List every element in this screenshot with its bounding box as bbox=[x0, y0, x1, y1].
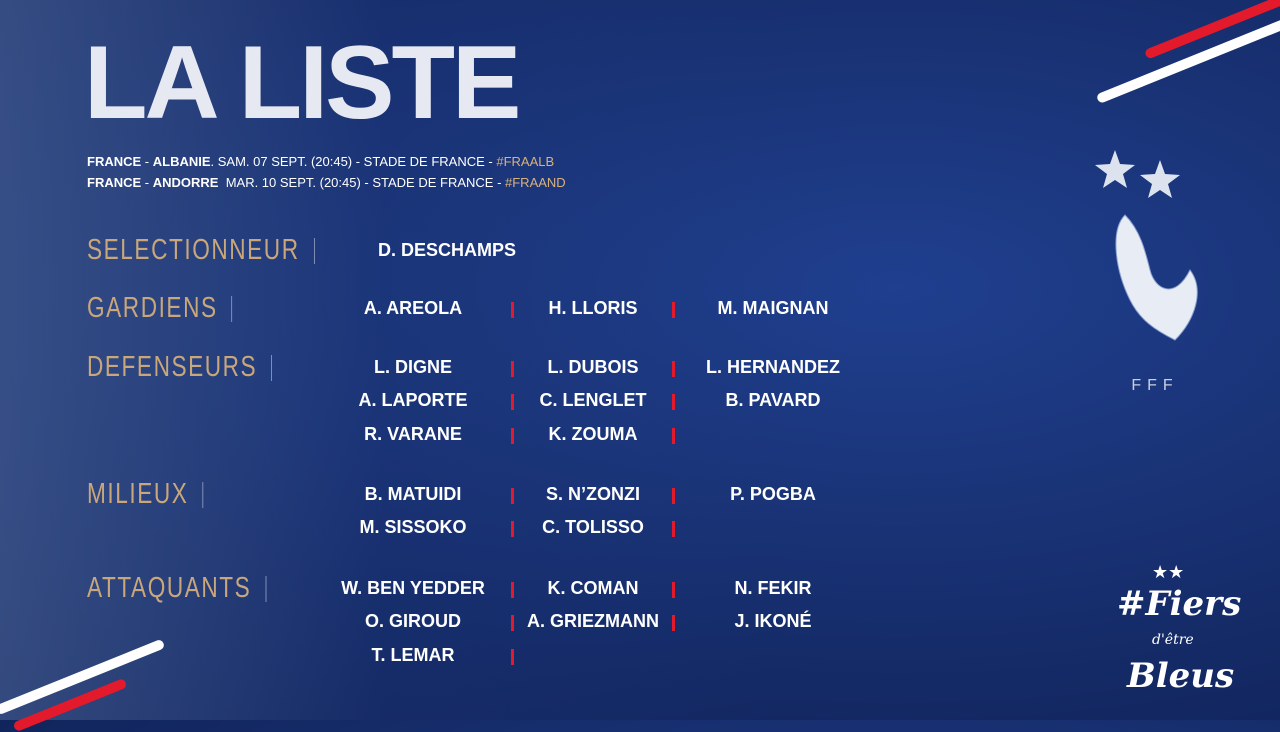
separator bbox=[511, 302, 514, 318]
player-name: K. COMAN bbox=[547, 578, 639, 598]
separator bbox=[511, 428, 514, 444]
separator bbox=[672, 521, 675, 537]
fff-crest-logo: FFF bbox=[1095, 150, 1215, 414]
separator bbox=[672, 361, 675, 377]
section-label: DEFENSEURS bbox=[87, 350, 272, 384]
player-name: S. N’ZONZI bbox=[546, 484, 640, 504]
match-info: . SAM. 07 SEPT. (20:45) - STADE DE FRANC… bbox=[210, 154, 497, 169]
player-name: K. ZOUMA bbox=[548, 424, 638, 444]
player-name: A. AREOLA bbox=[363, 298, 463, 318]
player-name: L. DUBOIS bbox=[547, 357, 639, 377]
separator bbox=[511, 615, 514, 631]
svg-text:FFF: FFF bbox=[1131, 377, 1178, 394]
player-name: R. VARANE bbox=[364, 424, 462, 444]
separator bbox=[511, 521, 514, 537]
separator bbox=[511, 582, 514, 598]
player-name: T. LEMAR bbox=[371, 645, 455, 665]
svg-text:d'être: d'être bbox=[1152, 632, 1194, 648]
player-name: M. SISSOKO bbox=[359, 517, 467, 537]
separator bbox=[511, 361, 514, 377]
section-label: MILIEUX bbox=[87, 477, 203, 511]
player-name: A. GRIEZMANN bbox=[527, 611, 659, 631]
separator bbox=[672, 428, 675, 444]
team-b: ANDORRE bbox=[152, 175, 219, 190]
player-name: C. LENGLET bbox=[539, 390, 647, 410]
player-name: N. FEKIR bbox=[734, 578, 812, 598]
separator bbox=[511, 649, 514, 665]
team-a: FRANCE bbox=[87, 154, 142, 169]
player-name: A. LAPORTE bbox=[358, 390, 468, 410]
player-name: L. DIGNE bbox=[373, 357, 452, 377]
separator bbox=[511, 394, 514, 410]
player-name: H. LLORIS bbox=[548, 298, 638, 318]
team-a: FRANCE bbox=[87, 175, 142, 190]
separator bbox=[672, 582, 675, 598]
player-name: J. IKONÉ bbox=[734, 611, 812, 631]
section-label: ATTAQUANTS bbox=[87, 571, 266, 605]
svg-text:#Fiers: #Fiers bbox=[1117, 584, 1241, 624]
player-name: P. POGBA bbox=[730, 484, 816, 504]
player-name: W. BEN YEDDER bbox=[341, 578, 485, 598]
page-title: LA LISTE bbox=[84, 25, 521, 141]
team-b: ALBANIE bbox=[152, 154, 211, 169]
player-name: M. MAIGNAN bbox=[717, 298, 829, 318]
separator bbox=[672, 488, 675, 504]
player-name: B. PAVARD bbox=[725, 390, 821, 410]
match-info: MAR. 10 SEPT. (20:45) - STADE DE FRANCE … bbox=[218, 175, 506, 190]
player-name: D. DESCHAMPS bbox=[377, 240, 516, 260]
player-name: B. MATUIDI bbox=[364, 484, 462, 504]
sep: - bbox=[141, 154, 153, 169]
section-label: SELECTIONNEUR bbox=[87, 233, 314, 267]
separator bbox=[511, 488, 514, 504]
match-line-1: FRANCE - ALBANIE. SAM. 07 SEPT. (20:45) … bbox=[87, 154, 554, 169]
separator bbox=[672, 302, 675, 318]
match-line-2: FRANCE - ANDORRE MAR. 10 SEPT. (20:45) -… bbox=[87, 175, 566, 190]
sep: - bbox=[141, 175, 153, 190]
player-name: O. GIROUD bbox=[364, 611, 461, 631]
svg-text:★★: ★★ bbox=[1152, 562, 1184, 583]
player-name: C. TOLISSO bbox=[542, 517, 644, 537]
separator bbox=[672, 615, 675, 631]
hashtag: #FRAALB bbox=[496, 154, 555, 169]
fiers-detre-bleus-logo: ★★ #Fiers d'être Bleus bbox=[1112, 560, 1242, 704]
svg-text:Bleus: Bleus bbox=[1126, 656, 1234, 696]
section-label: GARDIENS bbox=[87, 291, 232, 325]
hashtag: #FRAAND bbox=[505, 175, 566, 190]
separator bbox=[672, 394, 675, 410]
player-name: L. HERNANDEZ bbox=[706, 357, 840, 377]
rooster-icon: FFF bbox=[1095, 150, 1198, 394]
